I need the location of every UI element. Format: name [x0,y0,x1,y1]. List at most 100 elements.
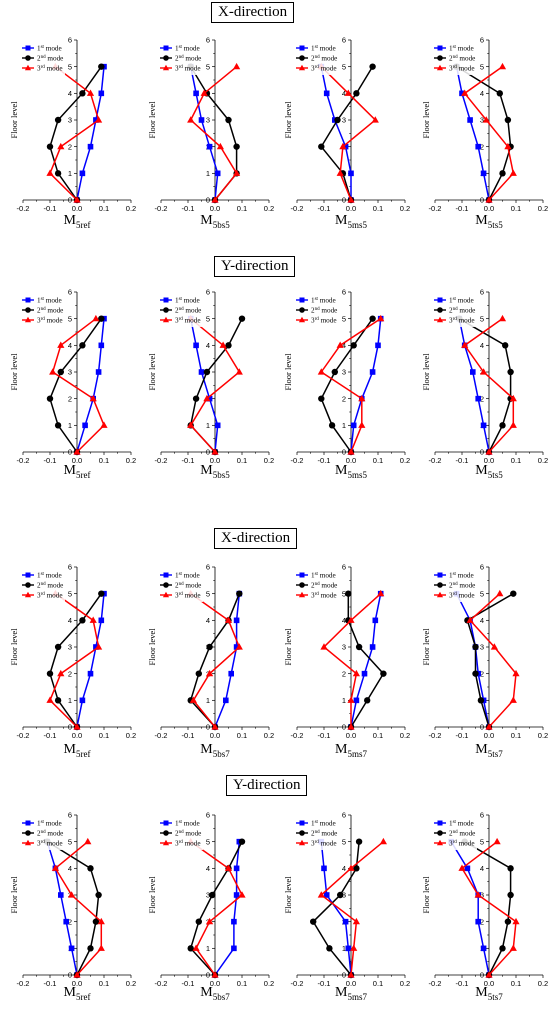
y-tick-label: 4 [480,89,484,98]
x-tick-label: -0.2 [155,204,168,213]
legend-label: 1st mode [311,297,336,305]
y-tick-label: 4 [342,89,346,98]
data-point-triangle [504,142,512,150]
legend-marker-triangle [162,64,170,71]
series-line [350,593,382,728]
series-line [189,593,240,728]
y-axis-title: Floor level [9,876,19,914]
y-tick-label: 6 [480,36,484,45]
data-point-square [98,90,105,97]
data-point-triangle [512,917,520,925]
y-tick-label: 6 [342,288,346,297]
panel-label-main: M [200,742,213,757]
panel-label: M5ms7 [296,742,406,759]
data-point-square [79,170,86,177]
series-line [456,66,512,201]
y-tick-label: 6 [206,288,210,297]
legend-marker-circle [299,55,305,61]
data-point-circle [504,918,512,925]
data-point-square [68,945,75,952]
data-point-triangle [480,368,488,375]
legend-label: 3rd mode [311,840,337,848]
x-tick-label: 0.2 [126,456,136,465]
y-tick-label: 0 [68,723,72,732]
data-point-triangle [206,917,214,925]
data-point-triangle [509,394,517,402]
y-tick-label: 5 [342,314,346,323]
data-point-triangle [347,616,355,623]
data-point-triangle [509,421,517,428]
data-point-circle [195,670,202,677]
data-point-square [193,342,199,349]
data-point-circle [98,590,105,597]
data-point-triangle [509,169,517,176]
legend: 1st mode 2nd mode 3rd mode [295,817,339,850]
data-point-triangle [73,448,81,455]
y-tick-label: 3 [206,116,210,125]
data-point-circle [187,945,194,952]
series-line [320,841,352,976]
data-point-square [228,670,234,677]
panel-label-sub: 5ts5 [487,219,503,230]
data-point-triangle [200,89,208,96]
legend-label: 2nd mode [311,307,337,315]
data-point-triangle [73,723,81,730]
y-tick-label: 6 [68,563,72,572]
legend: 1st mode 2nd mode 3rd mode [159,569,203,602]
y-tick-label: 6 [206,563,210,572]
data-point-square [98,617,105,624]
series-line [320,66,352,200]
panel-label-sub: 5ref [75,219,91,230]
legend-marker-circle [437,582,443,588]
panel-label: M5ms5 [296,213,406,230]
panel-label-main: M [63,213,76,228]
data-point-circle [318,143,325,150]
data-point-triangle [84,837,92,845]
data-point-triangle [224,616,233,623]
legend-label: 1st mode [175,820,200,828]
legend-label: 3rd mode [311,592,337,600]
panel-label-sub: 5ref [75,748,91,759]
data-point-square [348,170,354,177]
series-line [320,66,377,201]
data-point-circle [328,422,336,429]
x-tick-label: -0.1 [318,204,331,213]
data-point-circle [364,697,371,704]
data-point-triangle [347,864,355,871]
data-point-circle [499,170,506,177]
panel-label-sub: 5ms7 [347,748,367,759]
y-tick-label: 1 [68,169,72,178]
y-axis-title: Floor level [421,628,431,666]
x-tick-label: 0.2 [264,204,274,213]
legend-marker-triangle [162,839,170,846]
data-point-circle [345,590,352,597]
legend-marker-triangle [298,591,306,598]
legend: 1st mode 2nd mode 3rd mode [159,294,203,327]
series-line [76,318,105,453]
data-point-triangle [493,837,501,845]
data-point-square [87,670,94,677]
y-axis-title: Floor level [283,628,293,666]
y-tick-label: 1 [206,944,210,953]
legend-label: 2nd mode [175,582,201,590]
y-axis-title: Floor level [9,101,19,139]
legend-marker-circle [437,830,443,836]
legend-marker-triangle [436,316,444,323]
x-tick-label: 0.2 [400,456,410,465]
data-point-triangle [206,669,214,677]
panel-label-main: M [335,985,348,1000]
x-tick-label: -0.2 [155,731,168,740]
data-point-circle [54,116,62,124]
legend-marker-triangle [298,64,306,71]
legend-marker-circle [299,830,305,836]
y-tick-label: 0 [206,448,210,457]
data-point-triangle [211,196,219,203]
data-point-circle [92,918,100,925]
y-tick-label: 5 [68,314,72,323]
data-point-triangle [336,341,344,348]
series-line [463,318,515,453]
x-tick-label: -0.1 [318,731,331,740]
